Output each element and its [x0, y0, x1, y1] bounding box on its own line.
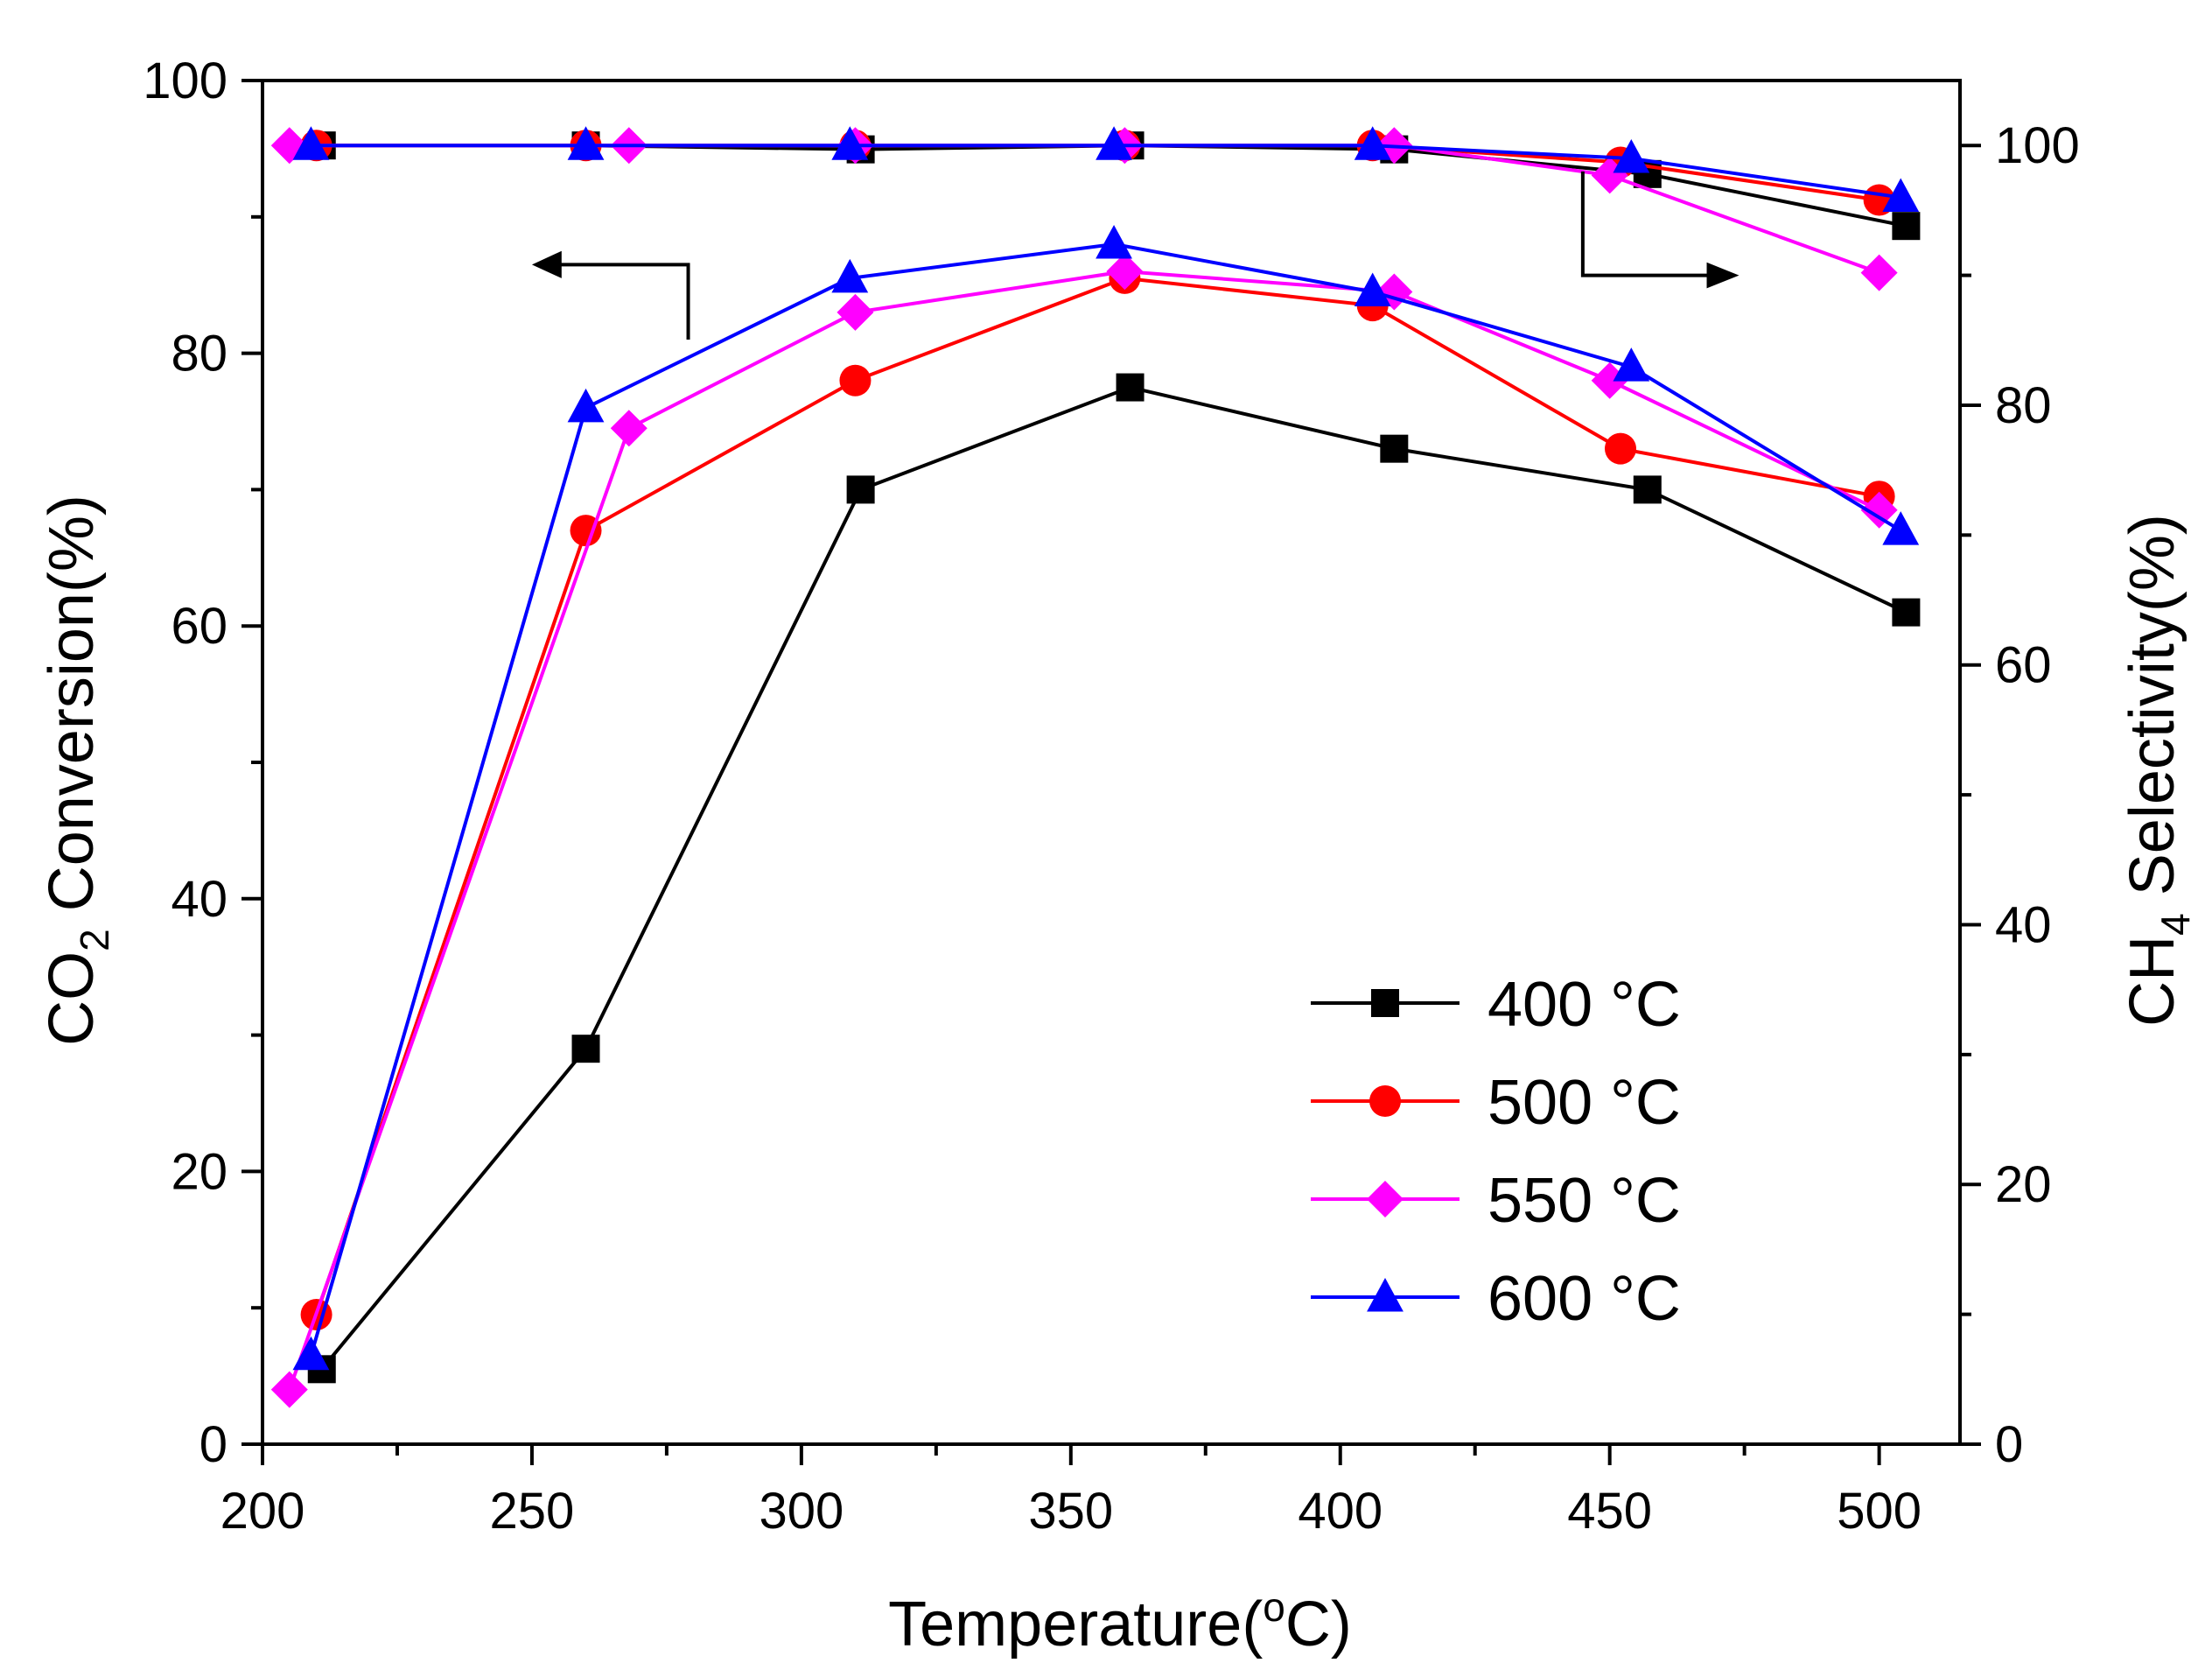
- x-tick-label-6: 500: [1837, 1483, 1922, 1540]
- x-tick-label-3: 350: [1028, 1483, 1113, 1540]
- legend-item-3: 600 °C: [1311, 1264, 1681, 1334]
- series-1: [300, 130, 1895, 1330]
- y-left-tick-label-0: 0: [200, 1416, 228, 1473]
- series-3-conversion-point-1: [567, 388, 605, 423]
- y-right-tick-label-0: 0: [1995, 1416, 2023, 1473]
- legend-label-1: 500 °C: [1488, 1068, 1681, 1138]
- y-left-tick-label-2: 40: [171, 871, 228, 928]
- legend-marker-3: [1367, 1278, 1404, 1312]
- series-2-conversion-point-6: [1860, 491, 1898, 529]
- axis-arrows: [531, 171, 1740, 340]
- y-right-tick-label-3: 60: [1995, 637, 2052, 694]
- series-3-selectivity-point-5: [1613, 139, 1650, 173]
- series-0-selectivity-point-6: [1892, 212, 1921, 241]
- legend-item-0: 400 °C: [1311, 970, 1681, 1040]
- y-right-tick-label-4: 80: [1995, 377, 2052, 434]
- series-3-conversion-point-2: [831, 258, 869, 293]
- series-0: [307, 131, 1921, 1384]
- y-right-tick-label-5: 100: [1995, 117, 2080, 174]
- legend-marker-1: [1369, 1085, 1401, 1117]
- left-arrow-head: [531, 250, 562, 278]
- y-left-tick-label-3: 60: [171, 598, 228, 655]
- series-1-conversion-line: [314, 276, 1880, 1316]
- legend-marker-0: [1371, 989, 1399, 1017]
- legend-label-2: 550 °C: [1488, 1166, 1681, 1236]
- series-3-conversion-point-0: [292, 1336, 330, 1371]
- legend-item-2: 550 °C: [1311, 1166, 1681, 1236]
- y-left-axis-title: CO2 Conversion(%): [37, 495, 117, 1046]
- series-3-conversion-point-4: [1354, 272, 1391, 306]
- series-2-conversion-point-2: [836, 293, 874, 331]
- series-0-conversion-point-6: [1892, 598, 1921, 627]
- series-0-conversion-point-2: [846, 475, 875, 504]
- legend-label-3: 600 °C: [1488, 1264, 1681, 1334]
- series-0-conversion-point-1: [571, 1035, 600, 1063]
- y-left-tick-label-1: 20: [171, 1143, 228, 1200]
- series-2-conversion-point-1: [610, 410, 648, 447]
- axes-layer: 200 250 300 350 400 450 500 0 20 40 60 80 100 0 20 40 60…: [143, 53, 2080, 1540]
- left-arrow-line: [553, 263, 690, 340]
- x-tick-label-5: 450: [1567, 1483, 1652, 1540]
- right-arrow-line: [1580, 171, 1712, 277]
- x-tick-label-4: 400: [1298, 1483, 1382, 1540]
- y-right-tick-label-1: 20: [1995, 1156, 2052, 1213]
- series-0-conversion-point-5: [1633, 475, 1662, 504]
- series-3-selectivity-point-6: [1882, 178, 1920, 213]
- series-2-selectivity-point-6: [1860, 254, 1898, 291]
- y-right-axis-title: CH4 Selectivity(%): [2118, 514, 2198, 1027]
- legend: 400 °C 500 °C 550 °C 600 °C: [1311, 970, 1681, 1334]
- y-left-tick-label-4: 80: [171, 326, 228, 382]
- series-1-conversion-point-2: [839, 364, 872, 396]
- series-3: [292, 126, 1920, 1371]
- x-tick-label-0: 200: [220, 1483, 305, 1540]
- series-3-conversion-point-3: [1096, 224, 1132, 259]
- series-3-selectivity-point-0: [292, 126, 330, 160]
- series-3-conversion-point-5: [1613, 347, 1650, 382]
- series-1-conversion-point-5: [1605, 432, 1636, 465]
- series-2-conversion-point-0: [270, 1371, 308, 1408]
- x-tick-label-1: 250: [490, 1483, 575, 1540]
- right-arrow-head: [1706, 262, 1740, 289]
- legend-label-0: 400 °C: [1488, 970, 1681, 1040]
- series-1-conversion-point-1: [570, 515, 602, 547]
- series-3-selectivity-point-3: [1096, 126, 1132, 160]
- y-left-tick-label-5: 100: [143, 53, 228, 109]
- legend-marker-2: [1367, 1181, 1404, 1217]
- legend-item-1: 500 °C: [1311, 1068, 1681, 1138]
- series-2-conversion-point-3: [1106, 253, 1144, 291]
- series-layer: [270, 126, 1921, 1408]
- x-tick-label-2: 300: [759, 1483, 844, 1540]
- y-right-tick-label-2: 40: [1995, 896, 2052, 953]
- series-3-selectivity-point-4: [1354, 126, 1391, 160]
- x-axis-title: Temperature(oC): [888, 1584, 1352, 1659]
- series-3-conversion-point-6: [1882, 511, 1920, 545]
- series-3-selectivity-point-1: [567, 126, 605, 160]
- series-0-conversion-point-4: [1380, 434, 1409, 463]
- series-3-selectivity-point-2: [831, 126, 869, 160]
- series-0-conversion-point-3: [1116, 373, 1144, 402]
